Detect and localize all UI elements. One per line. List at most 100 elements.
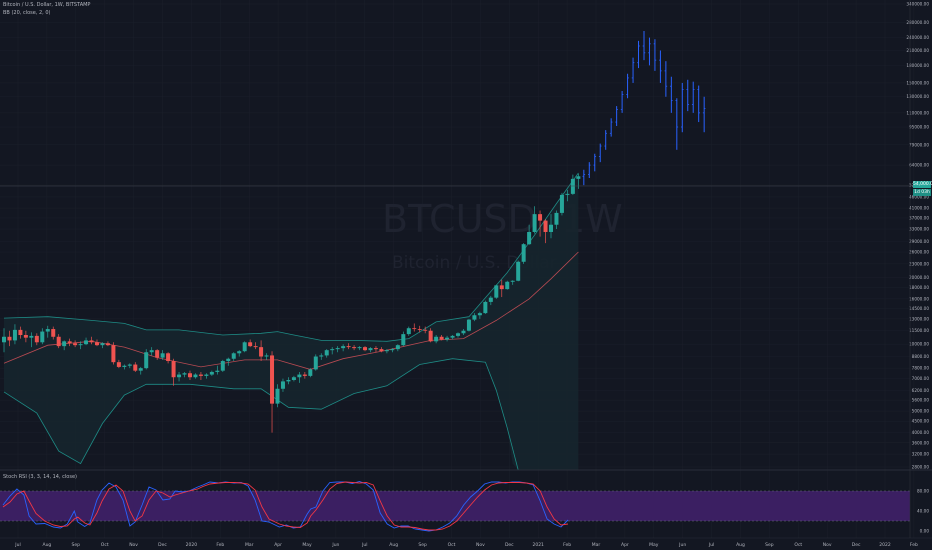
time-axis[interactable]: Jul Aug Sep Oct Nov Dec 2020 Feb Mar Apr May Jun Jul… xyxy=(14,542,918,548)
candle-body xyxy=(105,343,110,346)
time-tick-label: Oct xyxy=(448,542,456,548)
time-tick-label: Nov xyxy=(129,542,138,548)
time-tick-label: Aug xyxy=(389,542,398,548)
candle-body xyxy=(226,358,231,362)
candle-body xyxy=(34,335,39,343)
time-tick-label: 2020 xyxy=(186,542,198,548)
time-tick-label: Dec xyxy=(158,542,167,548)
candle-body xyxy=(280,381,285,389)
candle-body xyxy=(379,349,384,352)
candle-body xyxy=(56,336,61,347)
candle-body xyxy=(127,364,132,366)
candle-body xyxy=(445,337,450,340)
candle-body xyxy=(40,331,45,343)
candle-body xyxy=(231,353,236,359)
candle-body xyxy=(166,353,171,362)
stoch-rsi-pane xyxy=(0,481,910,532)
time-tick-label: Jul xyxy=(361,542,367,548)
candle-body xyxy=(450,335,455,338)
price-tick-label: 10000.00 xyxy=(909,342,929,347)
stoch-band xyxy=(0,491,910,521)
candle-body xyxy=(373,348,378,350)
time-tick-label: Nov xyxy=(823,542,832,548)
price-tick-label: 4000.00 xyxy=(912,430,930,435)
candle-body xyxy=(45,329,50,332)
legend-stoch-rsi[interactable]: Stoch RSI (3, 3, 14, 14, close) xyxy=(3,474,77,480)
time-tick-label: Sep xyxy=(72,542,81,548)
candle-body xyxy=(549,224,553,232)
candle-body xyxy=(341,346,346,349)
candle-body xyxy=(84,340,89,345)
price-tick-label: 280000.00 xyxy=(906,20,929,25)
price-tick-label: 16000.00 xyxy=(909,296,929,301)
bb-upper-line xyxy=(3,172,579,342)
price-tick-label: 5000.00 xyxy=(912,409,930,414)
candle-body xyxy=(324,350,329,356)
candle-body xyxy=(133,364,138,371)
price-tick-label: 95000.00 xyxy=(909,125,929,130)
price-tick-label: 340000.00 xyxy=(906,2,929,7)
candle-body xyxy=(330,349,335,351)
projection-bars xyxy=(582,30,706,186)
candle-body xyxy=(237,351,242,354)
time-tick-label: Aug xyxy=(43,542,52,548)
candle-body xyxy=(521,244,526,262)
candles xyxy=(2,173,581,433)
price-tick-label: 210000.00 xyxy=(906,48,929,53)
time-tick-label: Oct xyxy=(794,542,802,548)
legend-symbol[interactable]: Bitcoin / U.S. Dollar, 1W, BITSTAMP xyxy=(3,2,91,8)
candle-body xyxy=(346,346,351,348)
candle-body xyxy=(187,373,192,378)
price-tick-label: 26000.00 xyxy=(909,250,929,255)
price-tick-label: 3600.00 xyxy=(912,440,930,445)
price-tick-label: 8800.00 xyxy=(912,354,930,359)
candle-body xyxy=(198,374,203,376)
last-price-tag: 54,000.00 xyxy=(913,181,932,188)
candle-body xyxy=(423,329,428,331)
candle-body xyxy=(144,352,149,369)
candle-body xyxy=(570,178,575,194)
candle-body xyxy=(406,328,411,335)
time-tick-label: Jul xyxy=(14,542,20,548)
time-tick-label: Oct xyxy=(101,542,109,548)
time-tick-label: 2022 xyxy=(879,542,891,548)
candle-body xyxy=(543,220,548,232)
time-tick-label: Sep xyxy=(765,542,774,548)
price-tick-label: 46000.00 xyxy=(909,194,929,199)
candle-body xyxy=(494,285,499,298)
time-tick-label: Jul xyxy=(708,542,714,548)
candle-body xyxy=(302,374,307,376)
candle-body xyxy=(363,347,368,351)
legend-bollinger[interactable]: BB (20, close, 2, 0) xyxy=(3,10,51,16)
stoch-tick-label: 80.00 xyxy=(917,489,929,494)
candle-body xyxy=(319,355,324,357)
candle-body xyxy=(209,371,214,375)
candle-body xyxy=(472,315,477,320)
price-tick-label: 11500.00 xyxy=(909,328,929,333)
candle-body xyxy=(527,231,532,245)
candle-body xyxy=(412,328,417,330)
candle-body xyxy=(100,343,105,346)
candle-body xyxy=(384,350,389,352)
candle-body xyxy=(62,341,67,347)
candle-body xyxy=(297,374,302,378)
candle-body xyxy=(286,379,291,382)
candle-body xyxy=(434,336,439,342)
candle-body xyxy=(357,347,362,349)
candle-body xyxy=(538,214,543,221)
candle-body xyxy=(565,193,570,195)
time-tick-label: Feb xyxy=(216,542,224,548)
bb-fill xyxy=(4,173,579,470)
candle-body xyxy=(67,341,72,344)
candle-body xyxy=(456,333,461,336)
time-tick-label: Mar xyxy=(245,542,254,548)
price-tick-label: 14500.00 xyxy=(909,306,929,311)
price-axis[interactable]: 2800.00 3200.00 3600.00 4000.00 4500.00 5000.… xyxy=(906,2,929,534)
time-tick-label: Feb xyxy=(563,542,571,548)
candle-body xyxy=(390,349,395,351)
price-tick-label: 130000.00 xyxy=(906,94,929,99)
candle-body xyxy=(313,356,318,370)
candle-body xyxy=(160,353,165,358)
time-tick-label: May xyxy=(649,542,659,548)
